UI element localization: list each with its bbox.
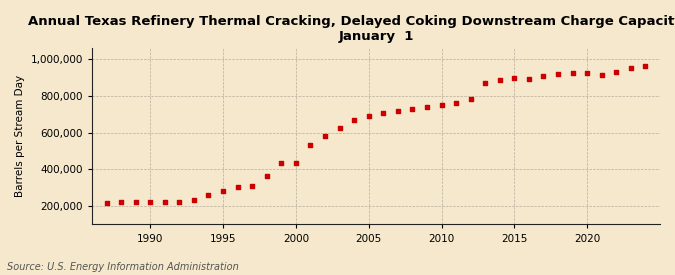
Point (159, 200, 170, 205)
Point (407, 107, 418, 111)
Point (203, 193, 214, 197)
Point (582, 71, 593, 75)
Point (101, 201, 112, 206)
Point (596, 73, 607, 77)
Point (145, 200, 156, 205)
Point (130, 199, 141, 204)
Point (290, 161, 301, 165)
Point (363, 114, 374, 119)
Point (392, 109, 403, 113)
Point (174, 200, 185, 205)
Point (436, 103, 447, 108)
Point (480, 81, 491, 86)
Point (188, 197, 199, 202)
Point (465, 97, 476, 101)
Point (217, 189, 228, 194)
Point (378, 110, 389, 115)
Point (494, 77, 505, 82)
Point (422, 105, 433, 109)
Point (538, 74, 549, 78)
Point (276, 161, 287, 165)
Point (524, 76, 535, 81)
Point (334, 126, 345, 130)
Text: Source: U.S. Energy Information Administration: Source: U.S. Energy Information Administ… (7, 262, 238, 272)
Point (232, 185, 243, 189)
Point (640, 64, 651, 68)
Y-axis label: Barrels per Stream Day: Barrels per Stream Day (15, 75, 25, 197)
Point (567, 71, 578, 75)
Point (451, 101, 462, 106)
Point (115, 199, 126, 204)
Point (349, 118, 360, 122)
Point (611, 70, 622, 74)
Point (247, 184, 258, 188)
Point (553, 72, 564, 76)
Point (261, 174, 272, 178)
Point (319, 134, 330, 139)
Point (509, 76, 520, 80)
Point (626, 65, 637, 70)
Title: Annual Texas Refinery Thermal Cracking, Delayed Coking Downstream Charge Capacit: Annual Texas Refinery Thermal Cracking, … (28, 15, 675, 43)
Point (305, 142, 316, 147)
